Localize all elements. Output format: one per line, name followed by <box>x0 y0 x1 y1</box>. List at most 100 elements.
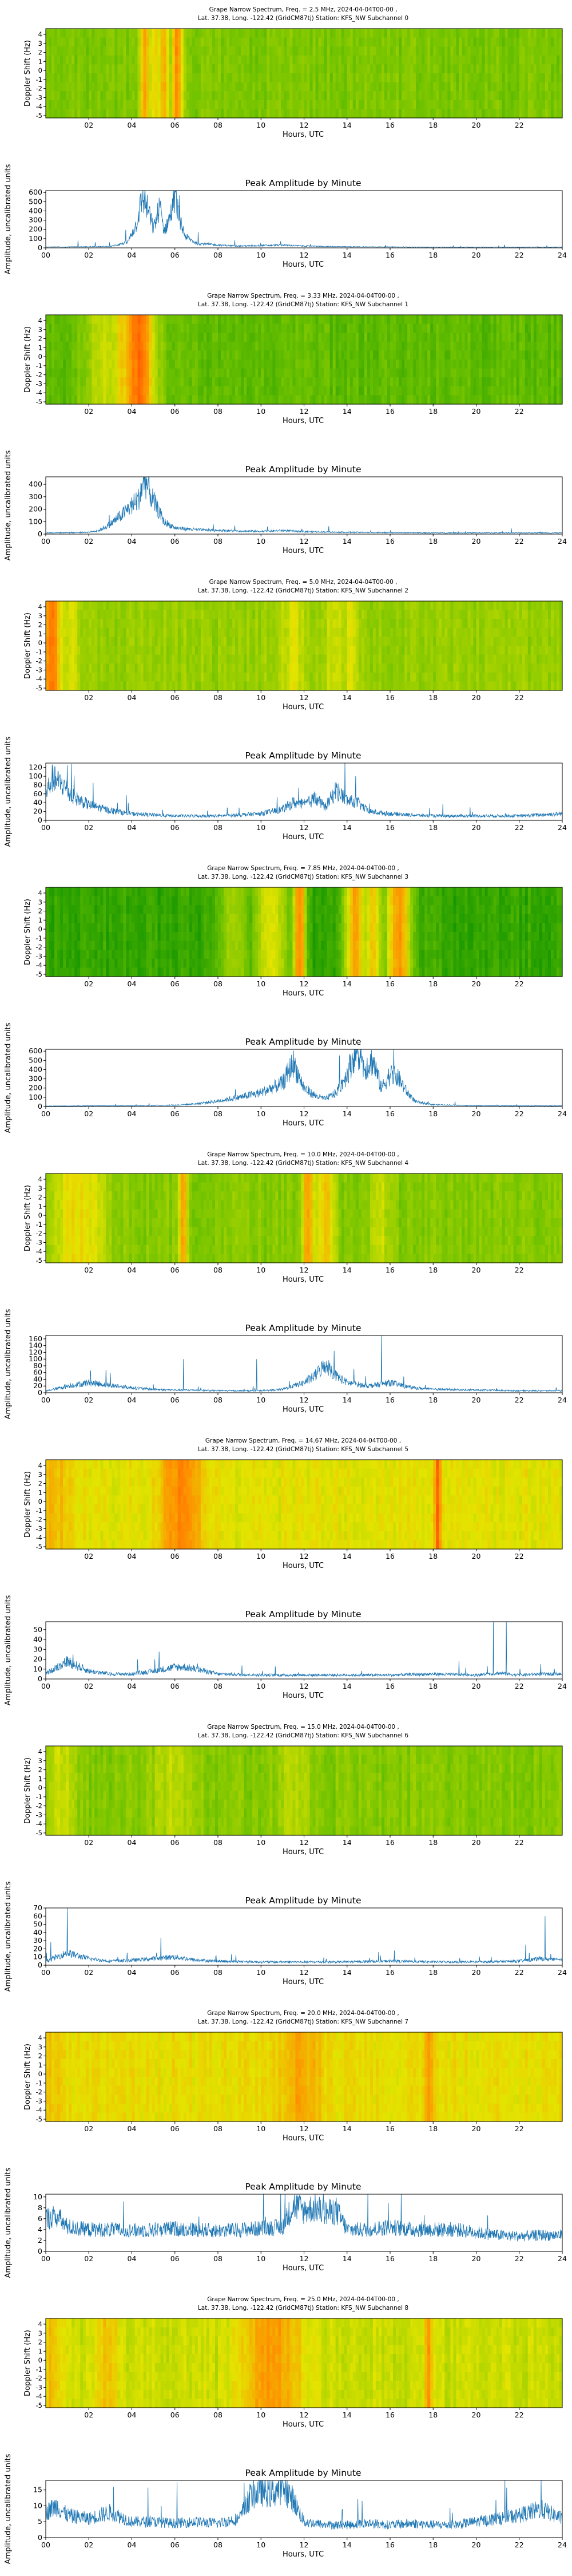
spectrogram-cell <box>381 333 385 342</box>
spectrogram-cell <box>267 368 270 378</box>
spectrogram-cell <box>533 386 537 396</box>
spectrogram-cell <box>490 109 494 118</box>
spectrogram-cell <box>387 100 391 109</box>
spectrogram-cell <box>275 619 279 629</box>
spectrogram-cell <box>180 29 184 38</box>
amplitude-ytick-label: 100 <box>29 517 42 526</box>
spectrogram-cell <box>126 323 130 333</box>
spectrogram-cell <box>424 395 428 405</box>
spectrogram-cell <box>169 386 173 396</box>
spectrogram-cell <box>347 368 351 378</box>
spectrogram-cell <box>327 368 331 378</box>
spectrogram-cell <box>209 315 213 325</box>
spectrogram-cell <box>192 323 196 333</box>
spectrogram-cell <box>436 82 439 92</box>
spectrogram-cell <box>484 341 488 351</box>
spectrogram-cell <box>338 646 342 655</box>
spectrogram-cell <box>221 672 224 682</box>
spectrogram-cell <box>69 619 72 629</box>
spectrogram-cell <box>177 37 181 47</box>
spectrogram-cell <box>387 681 391 691</box>
spectrogram-cell <box>94 46 98 56</box>
spectrogram-x-axis-label: Hours, UTC <box>283 131 324 139</box>
spectrogram-cell <box>252 341 256 351</box>
spectrogram-cell <box>203 333 207 342</box>
spectrogram-cell <box>169 681 173 691</box>
spectrogram-cell <box>109 100 112 109</box>
spectrogram-cell <box>516 73 520 83</box>
spectrogram-cell <box>542 109 546 118</box>
spectrogram-cell <box>482 91 486 101</box>
spectrogram-cell <box>72 601 75 611</box>
spectrogram-cell <box>355 82 359 92</box>
spectrogram-cell <box>186 646 190 655</box>
spectrogram-cell <box>375 646 379 655</box>
spectrogram-cell <box>502 395 506 405</box>
spectrogram-cell <box>502 100 506 109</box>
spectrogram-cell <box>261 109 264 118</box>
spectrogram-cell <box>470 315 474 325</box>
spectrogram-cell <box>315 350 319 360</box>
spectrogram-cell <box>72 637 75 646</box>
spectrogram-cell <box>232 37 236 47</box>
spectrogram-cell <box>221 646 224 655</box>
spectrogram-cell <box>152 663 156 673</box>
spectrogram-cell <box>137 377 141 387</box>
spectrogram-cell <box>203 100 207 109</box>
spectrogram-cell <box>387 82 391 92</box>
spectrogram-cell <box>244 323 247 333</box>
spectrogram-cell <box>530 37 534 47</box>
spectrogram-cell <box>152 377 156 387</box>
spectrogram-cell <box>86 55 89 65</box>
spectrogram-cell <box>126 377 130 387</box>
spectrogram-cell <box>74 55 78 65</box>
spectrogram-cell <box>189 619 193 629</box>
spectrogram-cell <box>462 323 466 333</box>
spectrogram-cell <box>427 359 431 369</box>
spectrogram-cell <box>247 55 250 65</box>
spectrogram-cell <box>324 637 328 646</box>
amplitude-xtick-label: 04 <box>128 251 137 259</box>
spectrogram-cell <box>232 46 236 56</box>
spectrogram-cell <box>433 100 436 109</box>
spectrogram-cell <box>482 73 486 83</box>
spectrogram-cell <box>404 64 408 74</box>
spectrogram-cell <box>367 654 371 664</box>
spectrogram-cell <box>123 654 127 664</box>
spectrogram-cell <box>539 29 543 38</box>
spectrogram-cell <box>57 627 61 637</box>
spectrogram-cell <box>416 55 419 65</box>
spectrogram-cell <box>522 368 526 378</box>
spectrogram-cell <box>404 82 408 92</box>
spectrogram-cell <box>410 359 414 369</box>
spectrogram-cell <box>344 100 348 109</box>
amplitude-xtick-label: 02 <box>84 251 93 259</box>
spectrogram-cell <box>444 64 448 74</box>
spectrogram-cell <box>232 654 236 664</box>
spectrogram-cell <box>267 82 270 92</box>
spectrogram-cell <box>86 37 89 47</box>
spectrogram-cell <box>372 646 376 655</box>
spectrogram-cell <box>295 646 299 655</box>
spectrogram-cell <box>137 109 141 118</box>
spectrogram-cell <box>347 601 351 611</box>
spectrogram-cell <box>309 109 313 118</box>
spectrogram-cell <box>80 601 84 611</box>
spectrogram-cell <box>479 377 483 387</box>
spectrogram-cell <box>203 91 207 101</box>
spectrogram-cell <box>341 619 345 629</box>
spectrogram-cell <box>327 37 331 47</box>
spectrogram-cell <box>92 100 95 109</box>
spectrogram-cell <box>72 663 75 673</box>
spectrogram-cell <box>505 341 509 351</box>
spectrogram-cell <box>166 681 170 691</box>
spectrogram-cell <box>370 663 374 673</box>
spectrogram-cell <box>482 323 486 333</box>
spectrogram-xtick-label: 10 <box>256 407 265 416</box>
spectrogram-cell <box>545 29 549 38</box>
spectrogram-cell <box>338 663 342 673</box>
spectrogram-cell <box>117 341 121 351</box>
spectrogram-cell <box>390 91 394 101</box>
spectrogram-cell <box>321 46 325 56</box>
